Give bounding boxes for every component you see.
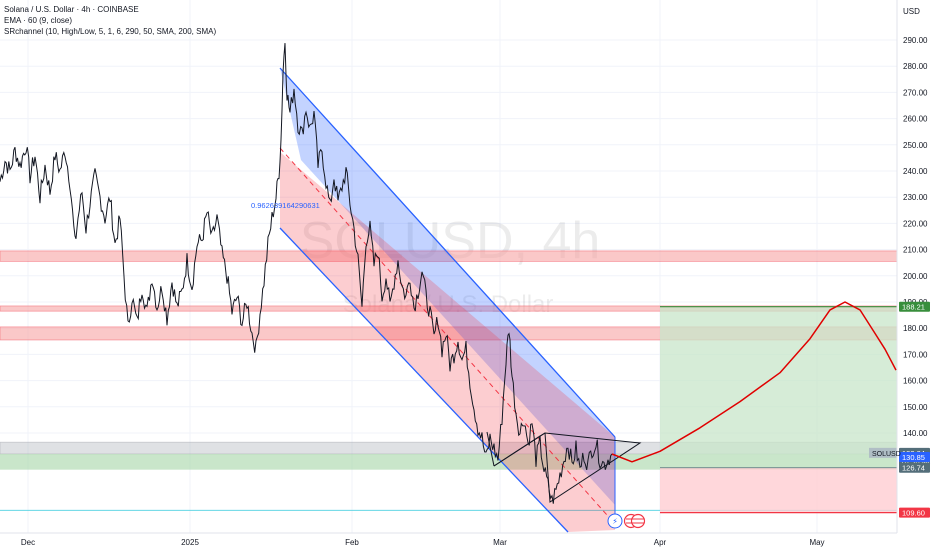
y-tick-label: 260.00 [903, 115, 928, 124]
channel-top-line [279, 67, 616, 438]
channel-mid-line [279, 147, 616, 525]
price-tag-label: 126.74 [902, 464, 925, 473]
price-tag-label: 188.21 [902, 303, 925, 312]
triangle-1-left [486, 431, 495, 467]
event-flag-icon [607, 513, 623, 529]
price-tag-label: 130.85 [902, 453, 925, 462]
stop-zone [660, 467, 897, 513]
event-flag-glyph: ⚡ [612, 517, 618, 526]
y-tick-label: 280.00 [903, 62, 928, 71]
us-flag-icon-2 [630, 513, 646, 529]
price-tag-label: 109.60 [902, 509, 925, 518]
chart-legend: Solana / U.S. Dollar · 4h · COINBASE EMA… [4, 4, 216, 37]
indicator-srchannel[interactable]: SRchannel (10, High/Low, 5, 1, 6, 290, 5… [4, 27, 217, 36]
y-tick-label: 210.00 [903, 246, 928, 255]
x-tick-label: Feb [345, 538, 359, 547]
event-icons[interactable]: ⚡ [607, 513, 646, 529]
price-tag [899, 507, 930, 518]
y-tick-label: 140.00 [903, 429, 928, 438]
price-axis[interactable]: USD 290.00 280.00 270.00 260.00 250.00 240.00… [869, 0, 932, 550]
channel-upper-fill [280, 68, 615, 505]
candles [0, 43, 613, 504]
y-tick-label: 240.00 [903, 167, 928, 176]
y-tick-label: 170.00 [903, 350, 928, 359]
ticker-label: SOLUSD [872, 451, 901, 458]
y-tick-label: 230.00 [903, 193, 928, 202]
y-tick-label: 180.00 [903, 324, 928, 333]
x-tick-label: 2025 [181, 538, 199, 547]
y-tick-label: 150.00 [903, 403, 928, 412]
price-tag [899, 462, 930, 473]
x-tick-label: May [809, 538, 824, 547]
channel-bottom-line [279, 227, 569, 533]
x-tick-label: Apr [654, 538, 667, 547]
x-tick-label: Dec [21, 538, 35, 547]
y-tick-label: 160.00 [903, 377, 928, 386]
triangle-patterns[interactable] [486, 431, 642, 503]
y-tick-label: 200.00 [903, 272, 928, 281]
chart-title[interactable]: Solana / U.S. Dollar · 4h · COINBASE [4, 5, 139, 14]
target-zone [660, 306, 897, 468]
currency-label: USD [903, 7, 920, 16]
price-tag [899, 301, 930, 312]
watermark-name: Solana / U.S. Dollar [343, 291, 554, 318]
projection-line [611, 301, 897, 463]
price-series [0, 43, 613, 504]
projection-path [611, 301, 897, 463]
y-tick-label: 220.00 [903, 219, 928, 228]
y-tick-label: 290.00 [903, 36, 928, 45]
time-axis[interactable]: Dec 2025 Feb Mar Apr May [0, 532, 897, 547]
fib-annotation: 0.962639164290631 [251, 201, 320, 210]
triangle-2 [544, 432, 642, 503]
x-tick-label: Mar [493, 538, 507, 547]
ticker-box [869, 447, 897, 458]
long-position-tool[interactable] [660, 306, 897, 514]
y-tick-label: 250.00 [903, 141, 928, 150]
price-tag [899, 451, 930, 462]
triangle-1-top [493, 432, 546, 467]
y-tick-label: 270.00 [903, 88, 928, 97]
indicator-ema[interactable]: EMA · 60 (9, close) [4, 16, 73, 25]
